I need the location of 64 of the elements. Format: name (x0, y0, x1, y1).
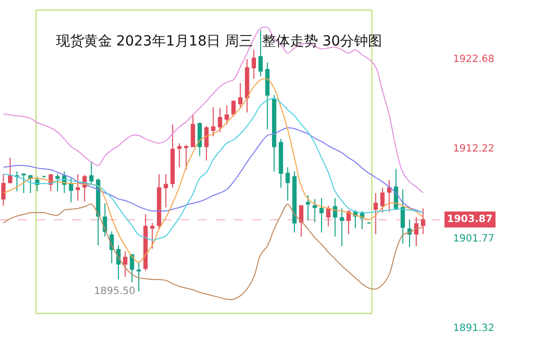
candlestick (89, 160, 94, 185)
line-series (2, 204, 424, 300)
candlestick (177, 142, 182, 168)
candlestick (211, 106, 216, 137)
candlestick (218, 108, 222, 133)
candlestick (332, 198, 338, 238)
candlestick (258, 30, 263, 77)
line-series (2, 98, 424, 241)
candlestick (102, 202, 108, 238)
candlestick (164, 174, 168, 208)
candlestick (286, 166, 290, 202)
candlestick (238, 82, 242, 109)
candlestick (198, 122, 202, 157)
line-series (2, 127, 424, 214)
candlestick (8, 157, 12, 184)
candlestick (272, 94, 276, 172)
candlestick (224, 104, 229, 125)
candlestick (1, 174, 6, 206)
candlestick (136, 262, 141, 292)
candlestick (299, 205, 304, 238)
candlestick (306, 195, 310, 221)
candlestick (204, 126, 209, 161)
candlestick (374, 192, 378, 235)
candlestick (156, 174, 162, 230)
candlestick (394, 168, 398, 211)
candlestick (278, 138, 284, 188)
ref-line-label: 1903.87 (447, 214, 493, 225)
annotation: 1895.50 (94, 286, 136, 297)
candlestick (380, 187, 385, 214)
candlestick (28, 174, 33, 194)
line-series (2, 26, 424, 194)
candlestick (130, 254, 134, 283)
candlestick (400, 189, 405, 244)
candlestick (190, 114, 196, 148)
candlestick (42, 175, 46, 178)
line-series (2, 78, 424, 263)
candlestick (292, 171, 297, 233)
candlestick (22, 172, 26, 194)
candlestick (55, 174, 60, 192)
candlestick (184, 144, 188, 170)
candlestick (366, 222, 372, 224)
candlestick (252, 49, 256, 80)
candlestick (68, 178, 74, 203)
candlestick (150, 222, 154, 250)
candlestick (326, 205, 330, 227)
y-tick-label: 1922.68 (453, 54, 494, 65)
candlestick (420, 208, 426, 235)
candlestick (265, 62, 270, 130)
candlestick (76, 174, 80, 202)
candlestick (312, 198, 317, 223)
candlestick (116, 244, 121, 280)
candlestick (170, 124, 175, 188)
candlestick (319, 198, 324, 233)
candlestick (244, 58, 250, 113)
y-tick-label: 1891.32 (453, 322, 494, 334)
y-tick-label: 1901.77 (453, 233, 494, 244)
candlestick (123, 250, 128, 278)
candlestick (414, 216, 418, 247)
candlestick (387, 180, 392, 212)
candlestick (143, 214, 148, 272)
candlestick (14, 171, 20, 192)
candlestick (96, 178, 100, 246)
y-tick-label: 1912.22 (453, 144, 494, 155)
candlestick (340, 208, 344, 247)
